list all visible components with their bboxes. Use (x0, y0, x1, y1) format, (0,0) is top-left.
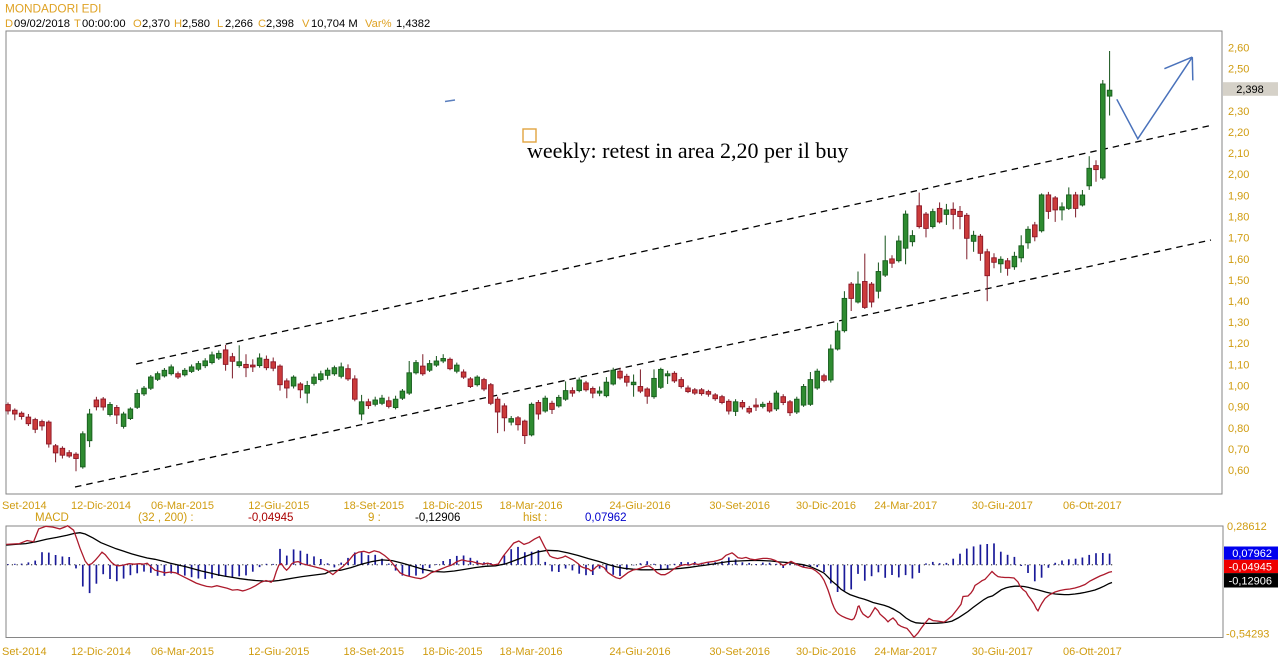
svg-text:Set-2014: Set-2014 (2, 646, 47, 658)
svg-text:06-Mar-2015: 06-Mar-2015 (151, 646, 214, 658)
svg-text:18-Set-2015: 18-Set-2015 (344, 646, 405, 658)
svg-text:weekly: retest in area 2,20 pe: weekly: retest in area 2,20 per il buy (527, 138, 848, 163)
svg-text:2,580: 2,580 (182, 18, 210, 30)
svg-text:2,50: 2,50 (1228, 64, 1249, 76)
svg-text:12-Dic-2014: 12-Dic-2014 (71, 500, 131, 512)
svg-text:30-Set-2016: 30-Set-2016 (709, 646, 770, 658)
svg-text:2,266: 2,266 (225, 18, 253, 30)
svg-text:2,398: 2,398 (266, 18, 294, 30)
svg-text:2,20: 2,20 (1228, 127, 1249, 139)
svg-text:Set-2014: Set-2014 (2, 500, 47, 512)
svg-text:10,704 M: 10,704 M (311, 18, 358, 30)
svg-text:1,40: 1,40 (1228, 296, 1249, 308)
svg-text:12-Giu-2015: 12-Giu-2015 (248, 500, 309, 512)
svg-text:06-Mar-2015: 06-Mar-2015 (151, 500, 214, 512)
svg-text:1,10: 1,10 (1228, 359, 1249, 371)
svg-text:T: T (74, 18, 81, 30)
svg-text:30-Dic-2016: 30-Dic-2016 (796, 500, 856, 512)
svg-text:00:00:00: 00:00:00 (82, 18, 126, 30)
svg-text:30-Dic-2016: 30-Dic-2016 (796, 646, 856, 658)
svg-text:2,10: 2,10 (1228, 148, 1249, 160)
svg-text:24-Mar-2017: 24-Mar-2017 (874, 646, 937, 658)
svg-text:1,30: 1,30 (1228, 317, 1249, 329)
svg-text:18-Mar-2016: 18-Mar-2016 (500, 646, 563, 658)
svg-text:18-Mar-2016: 18-Mar-2016 (500, 500, 563, 512)
svg-text:1,20: 1,20 (1228, 338, 1249, 350)
svg-text:-0,04945: -0,04945 (1229, 561, 1272, 573)
svg-text:0,28612: 0,28612 (1227, 521, 1267, 533)
svg-text:2,60: 2,60 (1228, 43, 1249, 55)
svg-text:-0,12906: -0,12906 (1229, 575, 1272, 587)
svg-text:30-Giu-2017: 30-Giu-2017 (972, 646, 1033, 658)
svg-text:H: H (174, 18, 182, 30)
svg-text:06-Ott-2017: 06-Ott-2017 (1063, 500, 1122, 512)
svg-text:MONDADORI EDI: MONDADORI EDI (5, 2, 101, 16)
svg-text:D: D (5, 18, 13, 30)
svg-text:0,70: 0,70 (1228, 444, 1249, 456)
svg-text:Var%: Var% (365, 18, 392, 30)
svg-text:18-Dic-2015: 18-Dic-2015 (423, 500, 483, 512)
svg-text:18-Set-2015: 18-Set-2015 (344, 500, 405, 512)
svg-text:C: C (258, 18, 266, 30)
svg-text:30-Giu-2017: 30-Giu-2017 (972, 500, 1033, 512)
svg-text:24-Giu-2016: 24-Giu-2016 (609, 500, 670, 512)
svg-text:9 :: 9 : (368, 512, 381, 524)
svg-text:L: L (217, 18, 223, 30)
svg-text:1,70: 1,70 (1228, 233, 1249, 245)
svg-text:2,370: 2,370 (142, 18, 170, 30)
svg-text:0,60: 0,60 (1228, 465, 1249, 477)
svg-text:18-Dic-2015: 18-Dic-2015 (423, 646, 483, 658)
svg-text:24-Mar-2017: 24-Mar-2017 (874, 500, 937, 512)
svg-text:1,4382: 1,4382 (396, 18, 430, 30)
svg-text:0,07962: 0,07962 (585, 512, 627, 524)
svg-text:(32 , 200) :: (32 , 200) : (138, 512, 194, 524)
svg-text:MACD: MACD (35, 512, 69, 524)
svg-text:06-Ott-2017: 06-Ott-2017 (1063, 646, 1122, 658)
svg-text:-0,12906: -0,12906 (415, 512, 460, 524)
svg-text:12-Dic-2014: 12-Dic-2014 (71, 646, 131, 658)
svg-text:1,80: 1,80 (1228, 212, 1249, 224)
svg-text:24-Giu-2016: 24-Giu-2016 (609, 646, 670, 658)
svg-text:hist :: hist : (523, 512, 547, 524)
svg-text:1,50: 1,50 (1228, 275, 1249, 287)
svg-text:1,90: 1,90 (1228, 190, 1249, 202)
svg-text:2,00: 2,00 (1228, 169, 1249, 181)
svg-text:1,60: 1,60 (1228, 254, 1249, 266)
svg-text:V: V (302, 18, 310, 30)
svg-text:-0,54293: -0,54293 (1226, 629, 1269, 641)
svg-text:2,398: 2,398 (1236, 84, 1264, 96)
svg-text:0,90: 0,90 (1228, 402, 1249, 414)
svg-text:12-Giu-2015: 12-Giu-2015 (248, 646, 309, 658)
svg-text:2,30: 2,30 (1228, 106, 1249, 118)
svg-text:-0,04945: -0,04945 (248, 512, 293, 524)
svg-text:09/02/2018: 09/02/2018 (14, 18, 70, 30)
svg-text:0,80: 0,80 (1228, 423, 1249, 435)
svg-text:1,00: 1,00 (1228, 381, 1249, 393)
svg-text:0,07962: 0,07962 (1232, 548, 1272, 560)
svg-text:30-Set-2016: 30-Set-2016 (709, 500, 770, 512)
svg-text:O: O (133, 18, 142, 30)
